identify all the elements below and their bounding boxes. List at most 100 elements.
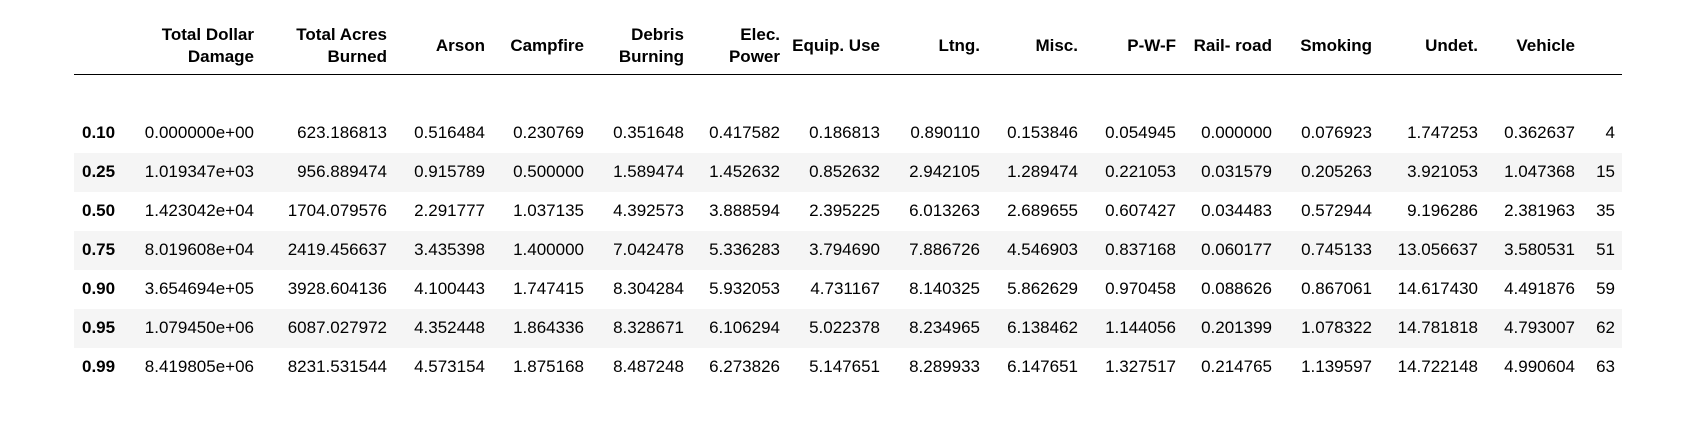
column-header: Arson [394,18,492,75]
table-cell: 1.400000 [513,240,584,259]
table-cell: 0.060177 [1201,240,1272,259]
column-header [1582,18,1622,75]
table-cell: 1.079450e+06 [144,318,254,337]
table-cell: 7.886726 [909,240,980,259]
table-cell: 1.747253 [1407,123,1478,142]
table-cell: 0.230769 [513,123,584,142]
table-cell: 0.516484 [414,123,485,142]
table-cell: 1.875168 [513,357,584,376]
table-row: 0.25 1.019347e+03 956.889474 0.915789 0.5000… [74,152,1622,192]
table-cell: 4.731167 [810,279,880,298]
table-cell: 0.417582 [709,123,780,142]
table-cell: 6.138462 [1007,318,1078,337]
table-cell: 6.013263 [909,201,980,220]
column-header: Vehicle [1485,18,1582,75]
table-cell: 5.147651 [809,357,880,376]
row-index: 0.90 [82,279,116,298]
table-cell: 0.214765 [1201,357,1272,376]
table-cell: 0.607427 [1105,201,1176,220]
table-cell: 3.580531 [1504,240,1575,259]
table-cell: 13.056637 [1397,240,1478,259]
table-cell: 8.140325 [909,279,980,298]
column-header: Rail- road [1183,18,1279,75]
table-cell: 8.304284 [613,279,684,298]
column-header: Smoking [1279,18,1379,75]
header-spacer [74,74,1622,114]
column-header: Elec. Power [691,18,787,75]
table-cell: 6087.027972 [287,318,387,337]
table-cell: 4.392573 [613,201,684,220]
table-cell: 9.196286 [1407,201,1478,220]
column-header: Misc. [987,18,1085,75]
table-cell: 0.890110 [910,123,980,142]
table-cell: 8.487248 [613,357,684,376]
table-cell: 8.328671 [613,318,684,337]
table-cell: 2.381963 [1504,201,1575,220]
table-cell: 1.589474 [613,162,684,181]
table-row: 0.75 8.019608e+04 2419.456637 3.435398 1.400… [74,230,1622,270]
column-header: Debris Burning [591,18,691,75]
table-cell: 0.500000 [513,162,584,181]
table-cell: 0.076923 [1301,123,1372,142]
row-index: 0.50 [82,201,116,220]
table-cell: 1.078322 [1301,318,1372,337]
table-cell: 3928.604136 [287,279,387,298]
table-cell: 0.745133 [1301,240,1372,259]
table-cell: 3.794690 [809,240,880,259]
table-cell: 1.747415 [513,279,584,298]
table-cell: 14.617430 [1397,279,1478,298]
column-header: Total Dollar Damage [130,18,261,75]
table-cell: 0.867061 [1301,279,1372,298]
table-cell: 0.034483 [1201,201,1272,220]
table-cell: 1.047368 [1504,162,1575,181]
row-index: 0.95 [82,318,116,337]
column-header: P-W-F [1085,18,1183,75]
column-header: Campfire [492,18,591,75]
table-cell: 4.573154 [414,357,485,376]
table-cell: 0.000000 [1201,123,1272,142]
table-cell: 1.864336 [513,318,584,337]
table-cell: 15 [1596,162,1615,181]
table-cell: 14.781818 [1397,318,1478,337]
table-cell: 0.362637 [1504,123,1575,142]
row-index: 0.75 [82,240,116,259]
table-header-row: Total Dollar Damage Total Acres Burned A… [74,18,1622,75]
table-cell: 0.000000e+00 [144,123,254,142]
table-cell: 0.351648 [613,123,684,142]
table-cell: 8.289933 [909,357,980,376]
table-cell: 5.336283 [709,240,780,259]
table-cell: 956.889474 [297,162,387,181]
table-cell: 0.915789 [414,162,485,181]
index-header [74,18,130,75]
table-cell: 4.546903 [1007,240,1078,259]
table-cell: 4.100443 [414,279,485,298]
row-index: 0.99 [82,357,116,376]
column-header: Ltng. [887,18,987,75]
table-cell: 623.186813 [297,123,387,142]
table-cell: 1.452632 [709,162,780,181]
table-cell: 2.942105 [909,162,980,181]
table-cell: 4.990604 [1504,357,1575,376]
table-cell: 1.327517 [1105,357,1176,376]
table-cell: 51 [1596,240,1615,259]
table-cell: 0.186813 [809,123,880,142]
column-header: Undet. [1379,18,1485,75]
table-cell: 6.147651 [1007,357,1078,376]
table-cell: 5.862629 [1007,279,1078,298]
table-cell: 3.435398 [414,240,485,259]
table-cell: 4.352448 [414,318,485,337]
table-cell: 59 [1596,279,1615,298]
column-header: Equip. Use [787,18,887,75]
row-index: 0.10 [82,123,116,142]
table-cell: 1.037135 [513,201,584,220]
table-cell: 0.837168 [1105,240,1176,259]
table-cell: 0.054945 [1105,123,1176,142]
table-cell: 0.221053 [1105,162,1176,181]
table-cell: 35 [1596,201,1615,220]
table-cell: 1.289474 [1007,162,1078,181]
table-cell: 3.654694e+05 [144,279,254,298]
table-cell: 6.106294 [709,318,780,337]
table-cell: 8.419805e+06 [144,357,254,376]
table-cell: 7.042478 [613,240,684,259]
table-row: 0.50 1.423042e+04 1704.079576 2.291777 1.037… [74,191,1622,231]
